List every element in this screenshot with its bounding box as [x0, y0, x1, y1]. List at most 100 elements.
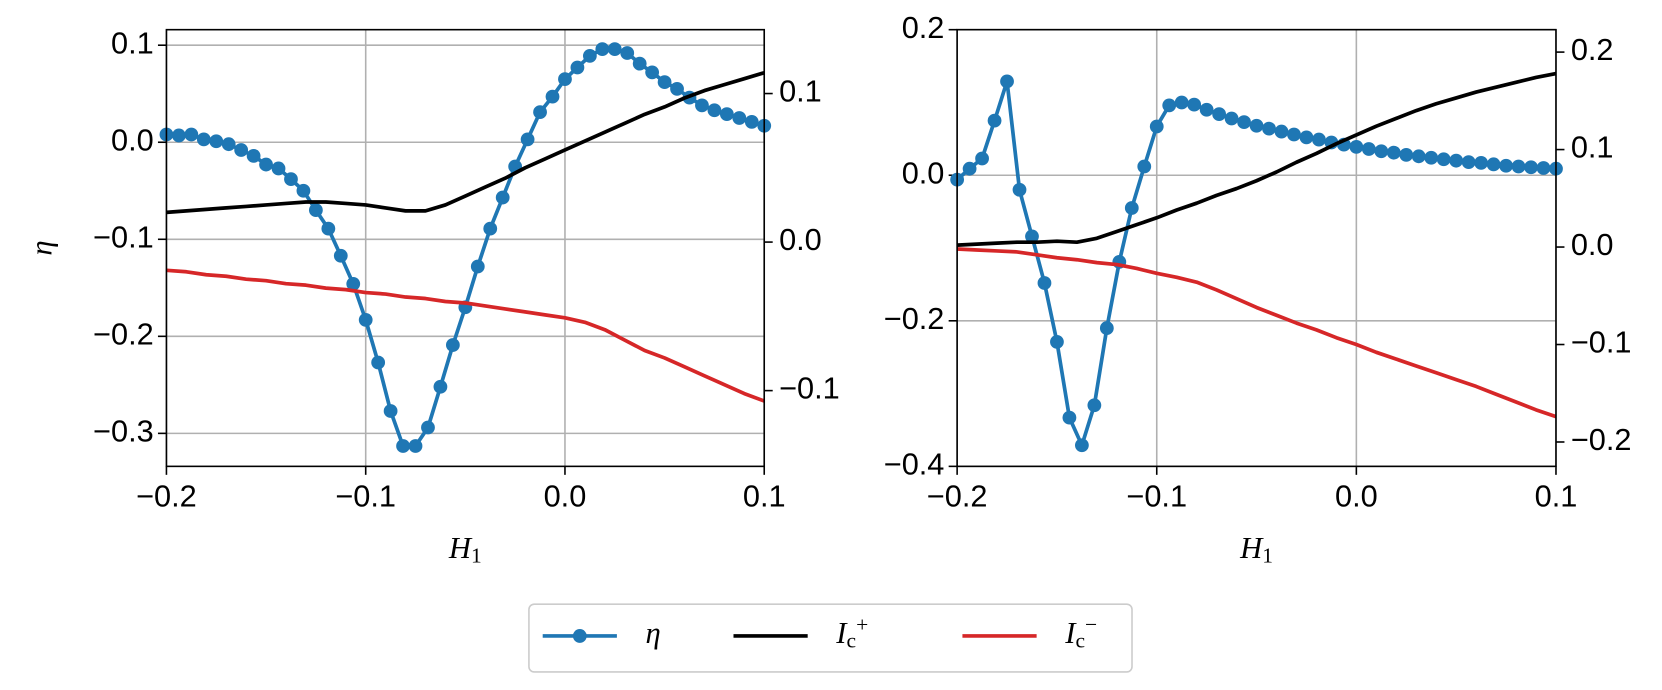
data-point: [333, 248, 348, 263]
data-point: [470, 259, 485, 274]
x-axis-label: H1: [1239, 531, 1273, 567]
y-tick-label: −0.2: [93, 316, 154, 351]
data-point: [1312, 132, 1326, 147]
y2-tick-label: 0.1: [779, 74, 822, 109]
data-point: [1436, 152, 1451, 167]
data-point: [1249, 118, 1264, 133]
y-tick-label: 0.0: [111, 122, 154, 157]
data-point: [744, 114, 759, 129]
data-point: [632, 56, 647, 71]
data-point: [308, 203, 323, 218]
y2-tick-label: 0.2: [1571, 32, 1614, 67]
legend-label: η: [646, 616, 661, 650]
data-point: [1012, 182, 1027, 197]
y2-tick-label: −0.1: [779, 371, 840, 406]
data-point: [246, 148, 261, 163]
data-point: [545, 89, 560, 104]
data-point: [1187, 97, 1202, 112]
data-point: [1174, 95, 1189, 110]
legend-label: Ic−: [1064, 612, 1097, 652]
data-point: [1499, 158, 1513, 173]
data-point: [433, 379, 448, 394]
data-point: [421, 420, 435, 435]
data-point: [445, 338, 460, 352]
data-point: [1124, 201, 1139, 215]
data-point: [495, 190, 510, 205]
data-point: [670, 81, 684, 96]
x-tick-label: 0.1: [1535, 478, 1578, 513]
data-point: [383, 404, 398, 418]
data-point: [1361, 142, 1376, 156]
data-point: [1074, 438, 1089, 453]
data-point: [962, 161, 977, 176]
series-line: [957, 247, 1557, 419]
x-tick-label: −0.2: [927, 478, 988, 513]
data-point: [172, 128, 186, 143]
y-tick-label: −0.1: [93, 219, 154, 254]
data-point: [346, 277, 361, 291]
series-line: [166, 268, 765, 403]
data-point: [1050, 335, 1064, 349]
data-point: [483, 221, 498, 236]
data-point: [1449, 153, 1464, 168]
data-point: [296, 183, 311, 198]
y-tick-label: 0.2: [902, 10, 945, 45]
data-point: [1374, 144, 1389, 159]
data-point: [645, 65, 660, 80]
data-point: [371, 355, 386, 370]
data-point: [408, 439, 423, 453]
data-point: [1287, 127, 1301, 142]
data-point: [1424, 150, 1439, 165]
data-point: [595, 42, 610, 56]
data-point: [1037, 276, 1052, 290]
x-tick-label: −0.1: [1126, 478, 1187, 513]
data-point: [1162, 98, 1177, 113]
data-point: [558, 72, 572, 87]
data-point: [209, 134, 224, 149]
legend-box: [528, 603, 1133, 673]
y2-tick-label: 0.0: [779, 222, 822, 257]
data-point: [271, 161, 286, 176]
data-point: [1349, 139, 1364, 154]
y-tick-label: 0.0: [902, 155, 945, 190]
data-point: [1212, 107, 1227, 121]
data-point: [1386, 145, 1401, 160]
data-point: [707, 103, 722, 118]
data-point: [1025, 229, 1039, 244]
x-axis-label: H1: [448, 531, 482, 567]
y-tick-label: −0.4: [884, 446, 945, 481]
data-point: [1000, 74, 1014, 89]
data-point: [1299, 130, 1314, 145]
data-point: [620, 46, 635, 60]
data-point: [1087, 398, 1102, 413]
x-tick-label: 0.0: [1335, 478, 1378, 513]
y2-tick-label: −0.2: [1571, 422, 1632, 457]
legend-marker: [572, 629, 587, 643]
data-point: [582, 48, 597, 63]
data-point: [1274, 124, 1289, 139]
y-tick-label: −0.3: [93, 413, 154, 448]
data-point: [259, 157, 273, 172]
data-point: [1262, 121, 1276, 136]
data-point: [1199, 102, 1214, 117]
data-point: [520, 132, 535, 147]
y2-tick-label: −0.1: [1571, 325, 1632, 360]
data-point: [1536, 161, 1551, 175]
plot-frame: [165, 28, 766, 468]
data-point: [695, 98, 709, 113]
x-tick-label: −0.1: [335, 478, 396, 513]
data-point: [607, 42, 622, 56]
data-point: [1062, 410, 1077, 425]
data-point: [221, 137, 236, 152]
data-point: [533, 105, 547, 120]
data-point: [184, 127, 199, 142]
plot-frame: [956, 28, 1557, 468]
legend-label: Ic+: [835, 612, 868, 652]
x-tick-label: 0.0: [544, 478, 587, 513]
data-point: [719, 107, 734, 121]
data-point: [1149, 119, 1164, 134]
x-tick-label: −0.2: [136, 478, 197, 513]
x-tick-label: 0.1: [743, 478, 786, 513]
